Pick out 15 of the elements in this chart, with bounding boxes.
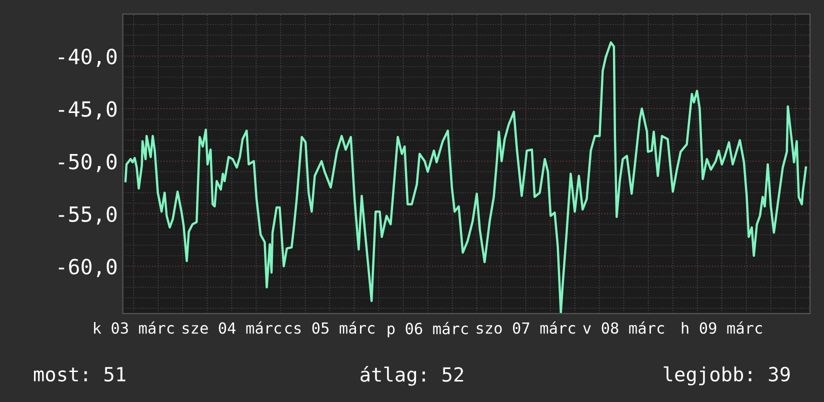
text: legjobb: 39 — [664, 366, 790, 386]
x-tick-label: sze 04 márc — [182, 321, 282, 334]
y-tick-label: -40,0 — [58, 48, 117, 67]
y-tick-label: -60,0 — [58, 258, 117, 278]
x-tick-label: v 08 márc — [583, 321, 664, 334]
y-tick-label: -55,0 — [58, 206, 117, 225]
y-tick-label: -50,0 — [58, 154, 117, 172]
text: most: 51 — [34, 367, 126, 382]
x-tick-label: h 09 márc — [682, 321, 762, 334]
x-tick-label: p 06 márc — [388, 322, 468, 338]
y-tick-label: -45,0 — [58, 101, 117, 120]
x-tick-label: szo 07 márc — [476, 321, 576, 334]
text: átlag: 52 — [360, 366, 464, 386]
x-tick-label: cs 05 márc — [285, 321, 374, 334]
x-tick-label: k 03 márc — [94, 321, 174, 334]
